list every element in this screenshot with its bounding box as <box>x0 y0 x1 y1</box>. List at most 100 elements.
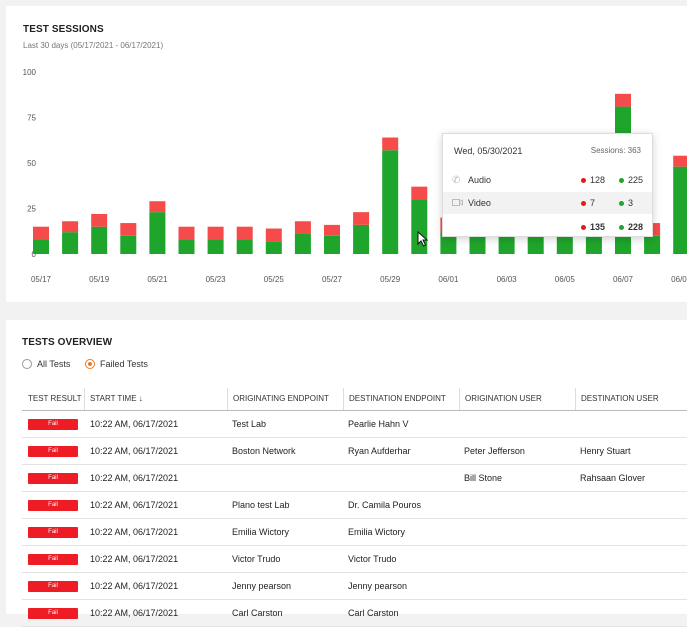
table-row[interactable]: Fail 10:22 AM, 06/17/2021 Bill Stone Rahsaa… <box>22 465 687 492</box>
table-row[interactable]: Fail 10:22 AM, 06/17/2021 Emilia Wictory Em… <box>22 519 687 546</box>
bar-stack[interactable] <box>236 226 253 254</box>
bar-success[interactable] <box>91 226 108 254</box>
cell-start-time: 10:22 AM, 06/17/2021 <box>90 554 179 564</box>
bar-fail[interactable] <box>673 155 687 167</box>
bar-success[interactable] <box>382 150 399 254</box>
bar-fail[interactable] <box>33 226 49 240</box>
bar-fail[interactable] <box>615 93 631 107</box>
bar-fail[interactable] <box>120 223 137 236</box>
radio-circle-selected[interactable] <box>85 359 95 369</box>
cell-destination-endpoint: Jenny pearson <box>348 581 408 591</box>
phone-icon: ✆ <box>452 175 461 186</box>
bar-stack[interactable] <box>33 226 49 254</box>
bar-success[interactable] <box>149 212 166 254</box>
bar-fail[interactable] <box>236 226 253 240</box>
bar-stack[interactable] <box>62 221 79 254</box>
bar-success[interactable] <box>469 233 486 254</box>
bar-success[interactable] <box>236 239 253 254</box>
tooltip-date: Wed, 05/30/2021 <box>454 146 523 156</box>
table-row[interactable]: Fail 10:22 AM, 06/17/2021 Jenny pearson Jen… <box>22 573 687 600</box>
column-header-test-result[interactable]: TEST RESULT <box>28 394 82 403</box>
bar-fail[interactable] <box>62 221 79 233</box>
bar-success[interactable] <box>644 235 661 254</box>
x-tick-label: 06/05 <box>555 275 576 284</box>
cell-destination-user: Rahsaan Glover <box>580 473 646 483</box>
bar-stack[interactable] <box>207 226 224 254</box>
bar-success[interactable] <box>33 239 49 254</box>
success-dot <box>619 201 624 206</box>
table-row[interactable]: Fail 10:22 AM, 06/17/2021 Test Lab Pearlie … <box>22 411 687 438</box>
bar-success[interactable] <box>556 233 573 254</box>
cell-start-time: 10:22 AM, 06/17/2021 <box>90 581 179 591</box>
bar-success[interactable] <box>62 232 79 254</box>
cell-destination-endpoint: Carl Carston <box>348 608 399 618</box>
cell-start-time: 10:22 AM, 06/17/2021 <box>90 500 179 510</box>
video-camera-icon <box>452 198 463 209</box>
cell-origination-user: Bill Stone <box>464 473 503 483</box>
column-header-origination-user[interactable]: ORIGINATION USER <box>459 388 575 410</box>
bar-success[interactable] <box>265 241 282 254</box>
tooltip-fail-value: 7 <box>590 198 596 208</box>
radio-circle[interactable] <box>22 359 32 369</box>
fail-status-badge: Fail <box>28 527 78 538</box>
bar-fail[interactable] <box>149 201 166 213</box>
fail-dot <box>581 225 586 230</box>
bar-fail[interactable] <box>91 213 108 227</box>
bar-fail[interactable] <box>178 226 195 240</box>
bar-stack[interactable] <box>294 221 311 254</box>
tooltip-success-value: 3 <box>628 198 634 208</box>
column-header-destination-user[interactable]: DESTINATION USER <box>575 388 687 410</box>
radio-label[interactable]: Failed Tests <box>100 359 148 369</box>
bar-stack[interactable] <box>382 137 399 254</box>
test-sessions-card: TEST SESSIONS Last 30 days (05/17/2021 -… <box>6 6 687 302</box>
bar-success[interactable] <box>324 235 340 254</box>
bar-fail[interactable] <box>324 224 340 236</box>
tooltip-row-video: Video 7 3 <box>443 192 652 214</box>
cell-originating-endpoint: Jenny pearson <box>232 581 292 591</box>
bar-fail[interactable] <box>353 212 370 225</box>
x-tick-label: 05/17 <box>31 275 52 284</box>
cell-destination-endpoint: Pearlie Hahn V <box>348 419 409 429</box>
bar-success[interactable] <box>673 166 687 254</box>
fail-status-badge: Fail <box>28 500 78 511</box>
bar-stack[interactable] <box>120 223 137 254</box>
bar-stack[interactable] <box>149 201 166 254</box>
bar-fail[interactable] <box>411 186 428 200</box>
bar-fail[interactable] <box>265 228 282 242</box>
table-row[interactable]: Fail 10:22 AM, 06/17/2021 Boston Network Ry… <box>22 438 687 465</box>
bar-success[interactable] <box>178 239 195 254</box>
table-row[interactable]: Fail 10:22 AM, 06/17/2021 Plano test Lab Dr… <box>22 492 687 519</box>
bar-success[interactable] <box>353 224 370 254</box>
bar-fail[interactable] <box>382 137 399 151</box>
tooltip-total-fail: 135 <box>590 222 606 232</box>
header-divider <box>22 410 687 411</box>
x-tick-label: 05/23 <box>206 275 227 284</box>
column-header-start-time[interactable]: START TIME ↓ <box>84 388 228 410</box>
success-dot <box>619 225 624 230</box>
bar-stack[interactable] <box>353 212 370 254</box>
column-header-originating-endpoint[interactable]: ORIGINATING ENDPOINT <box>227 388 343 410</box>
cell-originating-endpoint: Victor Trudo <box>232 554 281 564</box>
table-row[interactable]: Fail 10:22 AM, 06/17/2021 Victor Trudo Vict… <box>22 546 687 573</box>
bar-success[interactable] <box>207 239 224 254</box>
bar-stack[interactable] <box>178 226 195 254</box>
cell-destination-endpoint: Emilia Wictory <box>348 527 406 537</box>
tooltip-fail-value: 128 <box>590 175 606 185</box>
tests-overview-title: TESTS OVERVIEW <box>22 337 113 348</box>
bar-success[interactable] <box>498 232 515 254</box>
cell-originating-endpoint: Plano test Lab <box>232 500 290 510</box>
radio-label[interactable]: All Tests <box>37 359 71 369</box>
bar-success[interactable] <box>120 235 137 254</box>
bar-success[interactable] <box>294 233 311 254</box>
bar-stack[interactable] <box>673 155 687 254</box>
x-tick-label: 06/01 <box>438 275 459 284</box>
bar-fail[interactable] <box>207 226 224 240</box>
column-header-destination-endpoint[interactable]: DESTINATION ENDPOINT <box>343 388 459 410</box>
tooltip-row-label: Video <box>468 198 491 208</box>
bar-success[interactable] <box>440 232 457 254</box>
bar-fail[interactable] <box>294 221 311 234</box>
bar-stack[interactable] <box>91 213 108 254</box>
tooltip-row-audio: ✆ Audio 128 225 <box>443 169 652 191</box>
bar-stack[interactable] <box>324 224 340 254</box>
bar-stack[interactable] <box>265 228 282 254</box>
